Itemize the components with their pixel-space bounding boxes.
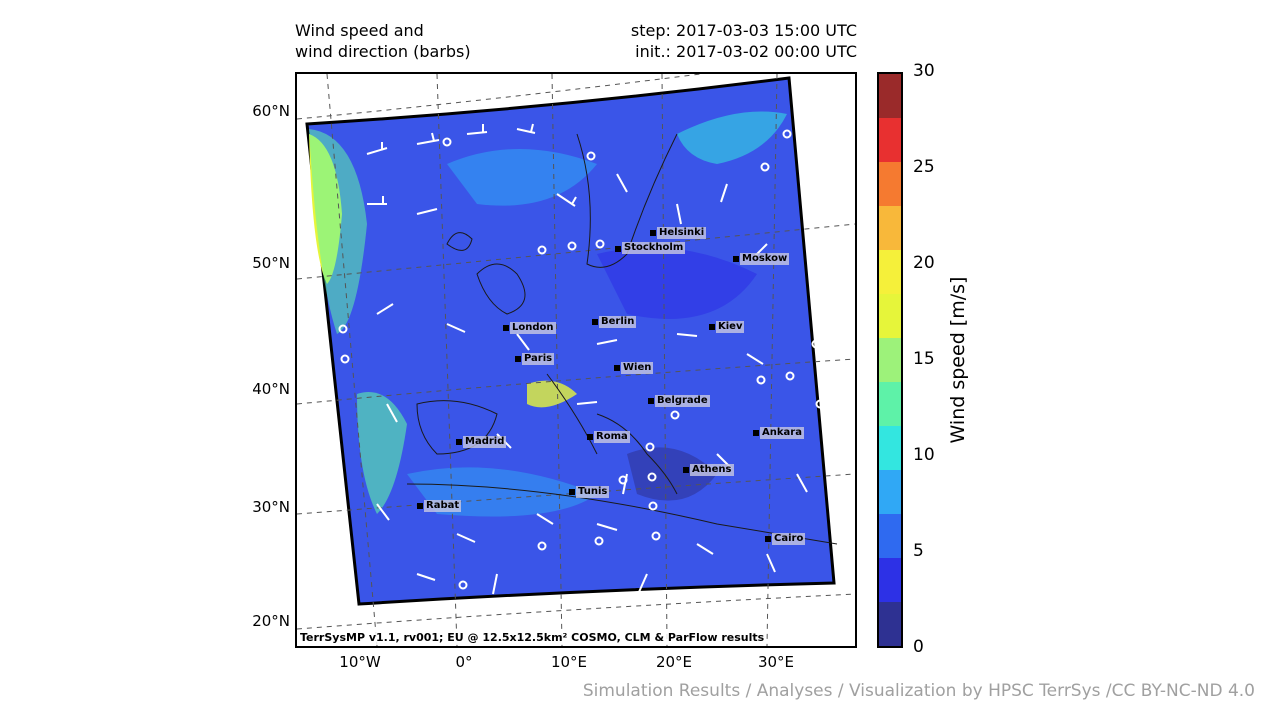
city-marker bbox=[615, 246, 621, 252]
city-marker bbox=[648, 398, 654, 404]
colorbar-segment bbox=[879, 338, 901, 382]
colorbar-tick-20: 20 bbox=[913, 253, 935, 273]
city-label-madrid: Madrid bbox=[463, 436, 507, 448]
colorbar-tick-0: 0 bbox=[913, 637, 924, 657]
calm-markers bbox=[338, 129, 825, 590]
init-time: init.: 2017-03-02 00:00 UTC bbox=[635, 42, 857, 61]
city-marker bbox=[683, 467, 689, 473]
lon-label-10w: 10°W bbox=[339, 653, 381, 671]
city-label-roma: Roma bbox=[594, 431, 630, 443]
city-label-kiev: Kiev bbox=[716, 321, 745, 333]
colorbar-segment bbox=[879, 118, 901, 162]
wind-band-atlantic bbox=[309, 129, 367, 334]
city-label-london: London bbox=[510, 322, 556, 334]
colorbar-label: Wind speed [m/s] bbox=[947, 276, 969, 444]
city-label-rabat: Rabat bbox=[424, 500, 462, 512]
step-time: step: 2017-03-03 15:00 UTC bbox=[630, 21, 857, 40]
city-label-berlin: Berlin bbox=[599, 316, 637, 328]
city-marker bbox=[733, 256, 739, 262]
city-marker bbox=[515, 356, 521, 362]
colorbar-segment bbox=[879, 514, 901, 558]
colorbar-tick-5: 5 bbox=[913, 541, 924, 561]
colorbar bbox=[877, 72, 903, 648]
wind-calm-east bbox=[597, 247, 757, 319]
city-label-cairo: Cairo bbox=[772, 533, 806, 545]
map-title-line-1: Wind speed and bbox=[295, 21, 424, 40]
city-marker bbox=[417, 503, 423, 509]
colorbar-tick-10: 10 bbox=[913, 445, 935, 465]
city-marker bbox=[569, 489, 575, 495]
colorbar-segment bbox=[879, 250, 901, 294]
city-label-wien: Wien bbox=[621, 362, 654, 374]
lat-label-30n: 30°N bbox=[252, 498, 290, 516]
wind-band-med bbox=[527, 380, 577, 408]
wind-map bbox=[297, 74, 855, 646]
colorbar-tick-30: 30 bbox=[913, 61, 935, 81]
colorbar-segment bbox=[879, 294, 901, 338]
colorbar-tick-15: 15 bbox=[913, 349, 935, 369]
colorbar-segment bbox=[879, 558, 901, 602]
lat-label-40n: 40°N bbox=[252, 380, 290, 398]
city-marker bbox=[765, 536, 771, 542]
lon-label-20e: 20°E bbox=[655, 653, 693, 671]
colorbar-segment bbox=[879, 162, 901, 206]
city-marker bbox=[456, 439, 462, 445]
wind-band-north-sea bbox=[447, 149, 597, 206]
credit-line: Simulation Results / Analyses / Visualiz… bbox=[582, 681, 1255, 701]
city-marker bbox=[614, 365, 620, 371]
map-title-line-2: wind direction (barbs) bbox=[295, 42, 471, 61]
city-label-stockholm: Stockholm bbox=[622, 242, 686, 254]
city-marker bbox=[753, 430, 759, 436]
model-caption: TerrSysMP v1.1, rv001; EU @ 12.5x12.5km²… bbox=[298, 631, 767, 645]
city-marker bbox=[503, 325, 509, 331]
city-label-athens: Athens bbox=[690, 464, 734, 476]
map-panel[interactable]: Helsinki Stockholm Moskow London Berlin … bbox=[295, 72, 857, 648]
lon-label-30e: 30°E bbox=[757, 653, 795, 671]
colorbar-segment bbox=[879, 426, 901, 470]
city-label-ankara: Ankara bbox=[760, 427, 804, 439]
lat-label-60n: 60°N bbox=[252, 102, 290, 120]
city-label-tunis: Tunis bbox=[576, 486, 610, 498]
lon-label-10e: 10°E bbox=[550, 653, 588, 671]
city-marker bbox=[709, 324, 715, 330]
city-label-belgrade: Belgrade bbox=[655, 395, 710, 407]
city-label-helsinki: Helsinki bbox=[657, 227, 707, 239]
wind-calm-aegean bbox=[627, 447, 717, 501]
map-title: Wind speed and wind direction (barbs) bbox=[295, 20, 471, 62]
colorbar-tick-25: 25 bbox=[913, 157, 935, 177]
colorbar-segment bbox=[879, 470, 901, 514]
wind-band-iberia bbox=[357, 392, 407, 514]
city-label-paris: Paris bbox=[522, 353, 555, 365]
colorbar-segment bbox=[879, 602, 901, 646]
city-marker bbox=[592, 319, 598, 325]
city-marker bbox=[587, 434, 593, 440]
colorbar-segment bbox=[879, 382, 901, 426]
lon-label-0: 0° bbox=[455, 653, 473, 671]
wind-band-scandinavia bbox=[677, 111, 787, 164]
lat-label-50n: 50°N bbox=[252, 254, 290, 272]
lat-label-20n: 20°N bbox=[252, 612, 290, 630]
city-marker bbox=[650, 230, 656, 236]
colorbar-segment bbox=[879, 206, 901, 250]
time-info: step: 2017-03-03 15:00 UTC init.: 2017-0… bbox=[631, 20, 857, 62]
colorbar-segment bbox=[879, 74, 901, 118]
city-label-moskow: Moskow bbox=[740, 253, 790, 265]
graticule bbox=[297, 74, 855, 646]
